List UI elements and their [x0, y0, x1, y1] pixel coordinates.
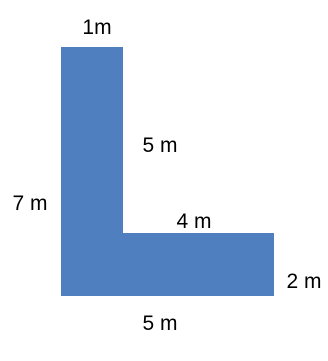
l-shape	[61, 47, 274, 296]
label-inner-vertical: 5 m	[142, 134, 177, 157]
label-inner-horizontal: 4 m	[176, 210, 211, 233]
label-bottom-width: 5 m	[142, 312, 177, 335]
label-left-height: 7 m	[12, 192, 47, 215]
label-top-width: 1m	[82, 16, 111, 39]
label-right-height: 2 m	[286, 270, 321, 293]
